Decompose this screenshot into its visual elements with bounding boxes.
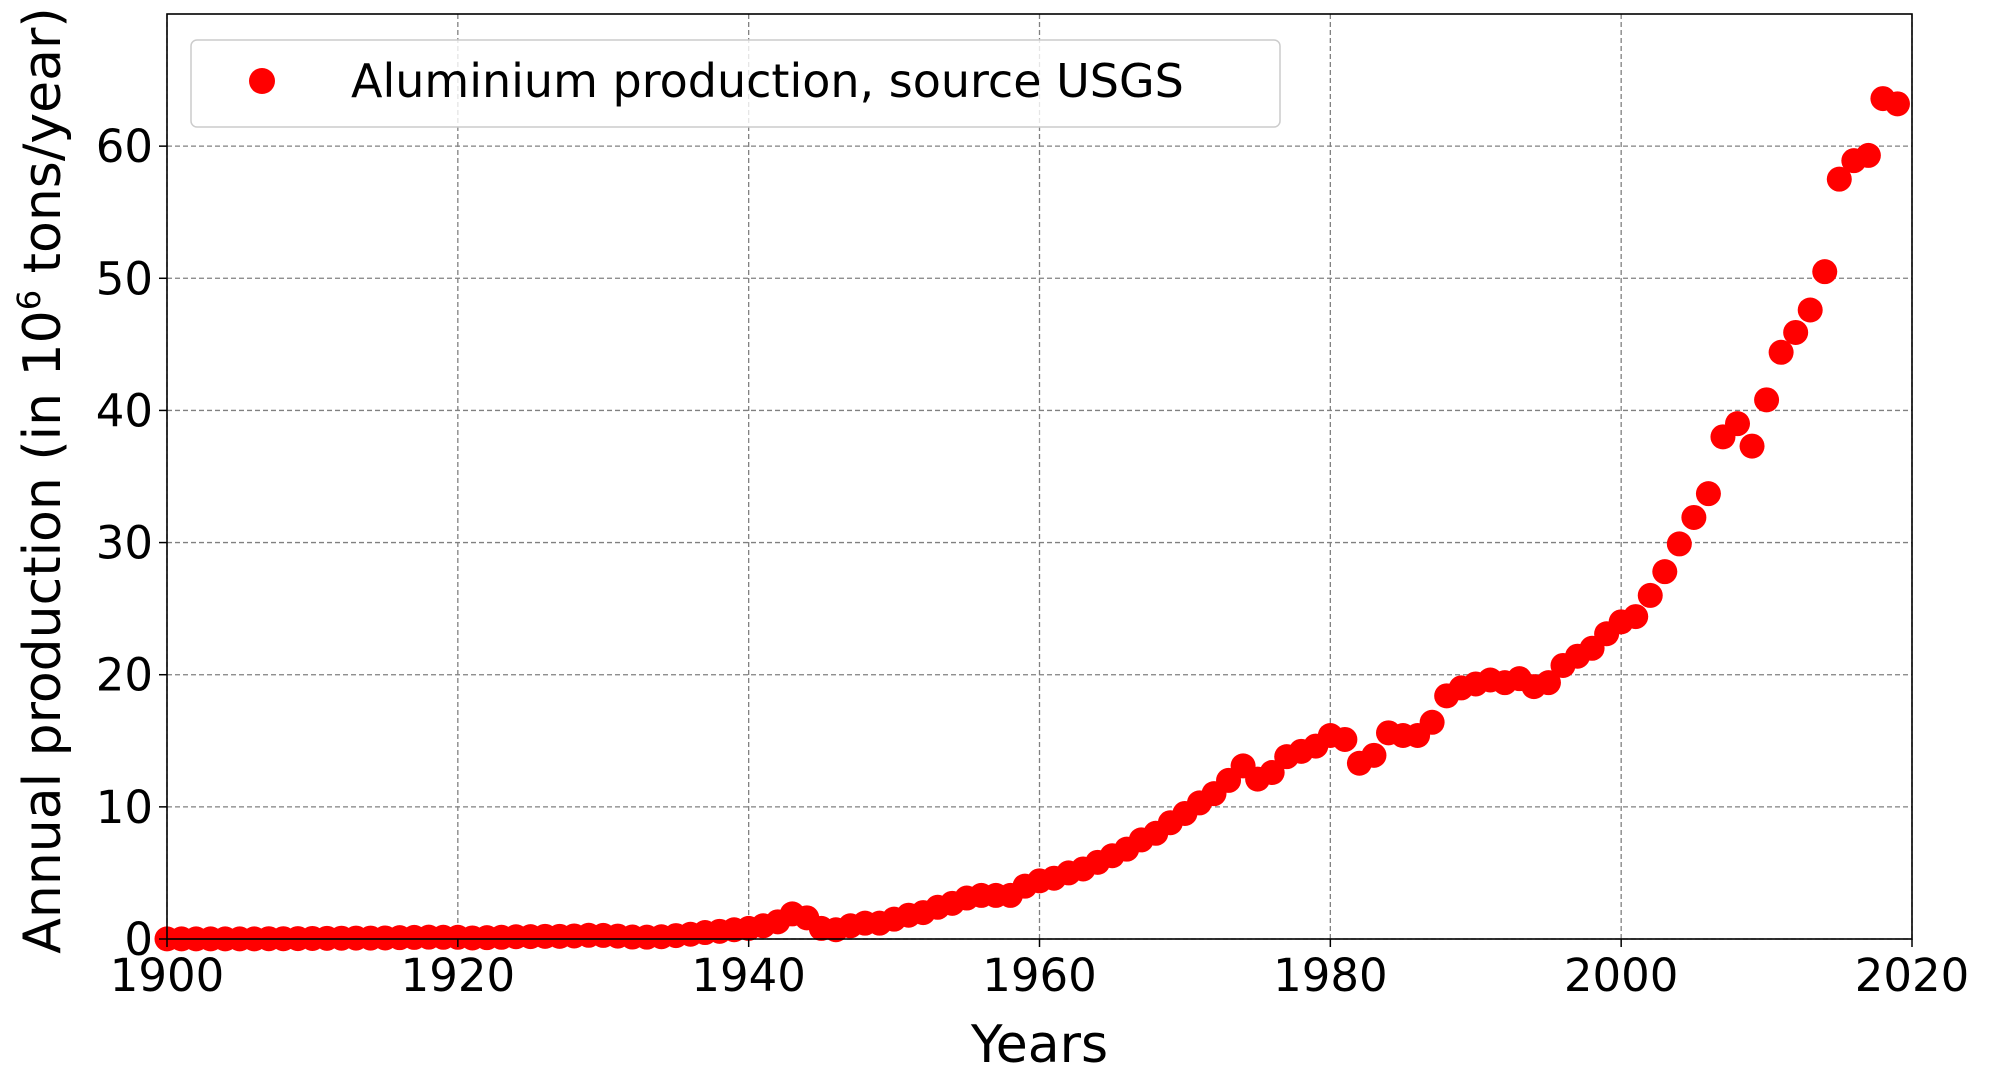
- y-axis-label-superscript: 6: [10, 290, 48, 310]
- y-axis-label-main: Annual production (in 10: [13, 310, 73, 953]
- legend-box: [190, 39, 1281, 128]
- data-point: [1623, 604, 1649, 630]
- x-tick-label: 1980: [1273, 949, 1388, 1002]
- data-point: [1681, 504, 1707, 530]
- data-point: [1812, 259, 1838, 285]
- x-tick-label: 1940: [691, 949, 806, 1002]
- y-axis-label-end: tons/year): [13, 7, 73, 290]
- data-point: [1768, 339, 1794, 365]
- data-point: [1884, 91, 1910, 117]
- data-point: [1783, 319, 1809, 345]
- y-tick-label: 0: [124, 913, 153, 966]
- data-point: [1361, 742, 1387, 768]
- data-point: [1535, 670, 1561, 696]
- x-tick-label: 2000: [1564, 949, 1679, 1002]
- x-tick-label: 1900: [110, 949, 225, 1002]
- y-axis-ticks: 0 10 20 30 40 50 60: [96, 120, 167, 966]
- data-point: [1259, 760, 1285, 785]
- x-tick-label: 2020: [1855, 949, 1970, 1002]
- x-tick-label: 1960: [982, 949, 1097, 1002]
- legend: Aluminium production, source USGS: [190, 39, 1281, 128]
- data-point: [1666, 531, 1692, 557]
- data-point: [1855, 142, 1881, 168]
- data-point: [1826, 166, 1852, 192]
- x-axis-label: Years: [970, 1015, 1108, 1075]
- y-tick-label: 40: [96, 384, 153, 437]
- data-point: [1725, 411, 1750, 437]
- data-point: [1695, 481, 1721, 507]
- data-point: [1739, 433, 1765, 459]
- grid: [166, 14, 1913, 940]
- y-tick-label: 10: [96, 781, 153, 834]
- x-axis-ticks: 1900 1920 1940 1960 1980 2000 2020: [110, 939, 1970, 1002]
- data-point: [1637, 582, 1663, 608]
- data-point: [1754, 387, 1780, 413]
- y-axis-label: Annual production (in 106 tons/year): [10, 7, 73, 953]
- y-tick-label: 50: [96, 252, 153, 305]
- legend-marker: [249, 68, 275, 94]
- data-point: [1332, 726, 1358, 752]
- x-tick-label: 1920: [401, 949, 516, 1002]
- data-point: [1419, 709, 1445, 735]
- legend-label: Aluminium production, source USGS: [351, 54, 1184, 108]
- data-point: [1797, 297, 1823, 323]
- data-point: [1652, 559, 1678, 585]
- y-tick-label: 30: [96, 517, 153, 570]
- y-tick-label: 20: [96, 649, 153, 702]
- y-tick-label: 60: [96, 120, 153, 173]
